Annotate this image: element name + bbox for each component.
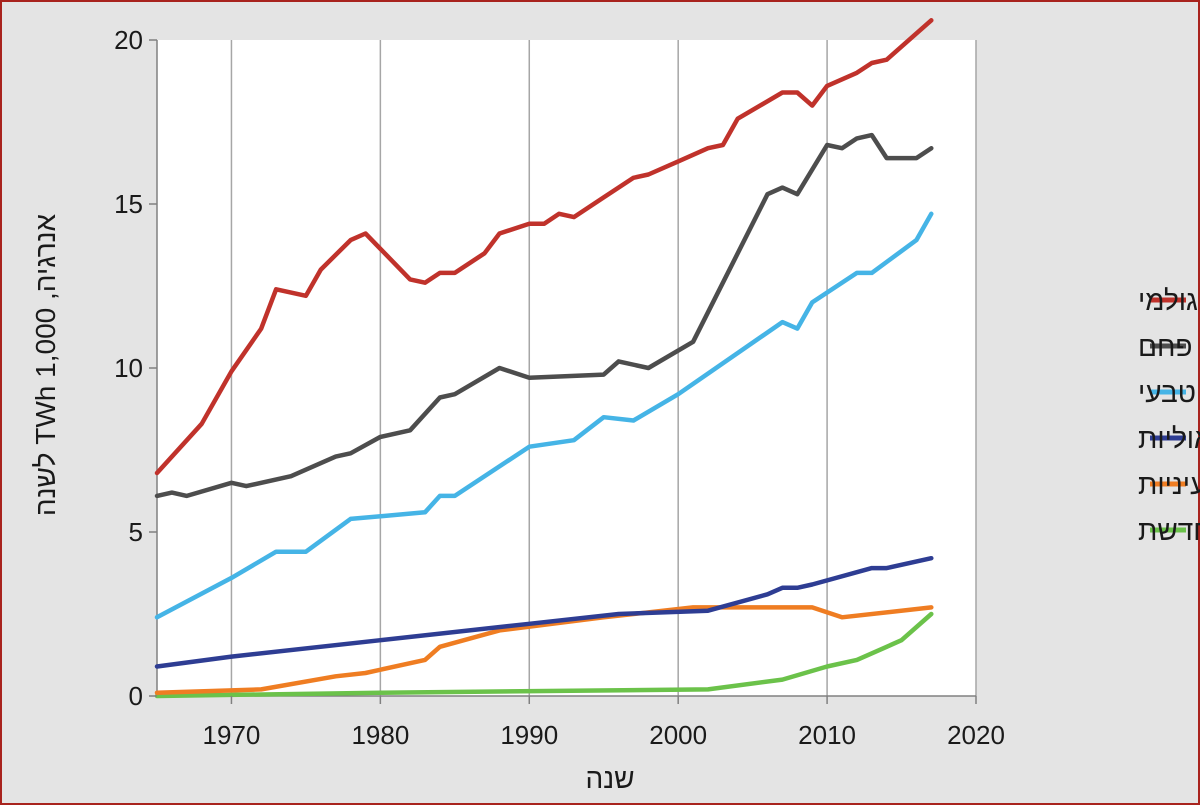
y-tick-label-5: 5 (129, 517, 143, 547)
series-line-4 (154, 555, 934, 669)
y-tick-label-10: 10 (114, 353, 143, 383)
x-tick-label-2000: 2000 (649, 720, 707, 750)
legend-label-5: תחנות כוח גרעיניות (1138, 469, 1200, 500)
x-tick-label-1980: 1980 (351, 720, 409, 750)
grid-lines (230, 40, 977, 696)
legend-label-6: אחר – אנרגיה מתחדשת (1138, 515, 1200, 546)
x-tick-label-2020: 2020 (947, 720, 1005, 750)
x-axis-title: שנה (585, 763, 634, 794)
series-line-5 (154, 605, 934, 695)
series-line-1 (154, 18, 934, 476)
legend-label-3: גז טבעי (1138, 377, 1200, 408)
x-tick-label-1970: 1970 (203, 720, 261, 750)
series-line-3 (154, 211, 934, 620)
legend-label-1: נפט גולמי (1138, 285, 1200, 316)
y-axis-title: אנרגיה, 1,000 TWh לשנה (30, 213, 61, 516)
legend-label-4: תחנות כוח הדראוליות (1138, 423, 1200, 454)
tick-labels: 0 5 10 15 20 1970 1980 1990 2000 2010 2020 (114, 25, 1005, 750)
legend: נפט גולמי פחם גז טבעי תחנות כוח הדראוליות תח… (1138, 285, 1200, 546)
x-tick-label-1990: 1990 (500, 720, 558, 750)
y-tick-label-0: 0 (129, 681, 143, 711)
series-lines (154, 18, 934, 699)
x-tick-label-2010: 2010 (798, 720, 856, 750)
legend-label-2: פחם (1138, 331, 1193, 362)
series-line-2 (154, 132, 934, 499)
y-tick-label-15: 15 (114, 189, 143, 219)
y-tick-label-20: 20 (114, 25, 143, 55)
series-line-6 (154, 611, 934, 699)
